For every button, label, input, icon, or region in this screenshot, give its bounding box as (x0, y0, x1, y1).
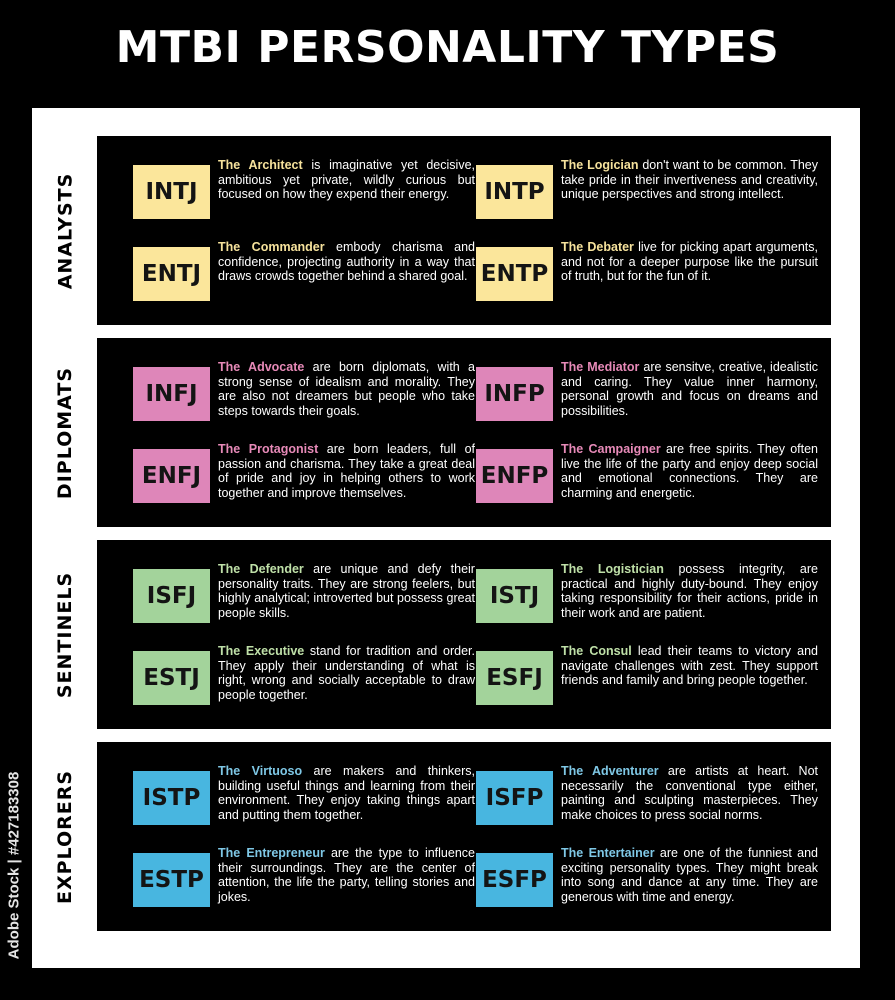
type-name: The Advocate (218, 360, 305, 374)
type-entry-entj: ENTJ The Commander embody charisma and co… (133, 240, 478, 310)
type-badge: INFP (476, 367, 553, 421)
type-description-text: live for picking apart arguments, and no… (561, 240, 819, 284)
type-entry-infp: INFP The Mediator are sensitve, creative,… (476, 360, 821, 430)
type-name: The Debater (561, 240, 634, 254)
type-description-text: are one of the funniest and exciting per… (561, 846, 818, 905)
type-entry-infj: INFJ The Advocate are born diplomats, wit… (133, 360, 478, 430)
type-badge: ISFJ (133, 569, 210, 623)
type-entry-intp: INTP The Logician don't want to be common… (476, 158, 821, 228)
watermark-text: Adobe Stock | #427183308 (5, 771, 23, 959)
type-entry-enfp: ENFP The Campaigner are free spirits. The… (476, 442, 821, 512)
type-description-text: are the type to influence their surround… (218, 846, 475, 905)
type-description: The Defender are unique and defy their p… (218, 562, 475, 621)
type-badge: ESFP (476, 853, 553, 907)
type-name: The Protagonist (218, 442, 319, 456)
type-badge: ENFJ (133, 449, 210, 503)
type-description-text: are artists at heart. Not necessarily th… (561, 764, 819, 823)
type-description-text: are sensitve, creative, idealistic and c… (561, 360, 818, 419)
watermark: Adobe Stock | #427183308 (4, 765, 24, 965)
type-description-text: are born leaders, full of passion and ch… (218, 442, 475, 501)
type-description: The Logician don't want to be common. Th… (561, 158, 818, 202)
type-name: The Architect (218, 158, 303, 172)
type-description: The Entertainer are one of the funniest … (561, 846, 818, 905)
type-name: The Entrepreneur (218, 846, 325, 860)
type-description: The Virtuoso are makers and thinkers, bu… (218, 764, 475, 823)
type-description: The Commander embody charisma and confid… (218, 240, 475, 284)
type-name: The Executive (218, 644, 305, 658)
type-badge: ENTJ (133, 247, 210, 301)
category-panel-analysts: INTJ The Architect is imaginative yet dec… (97, 136, 831, 325)
type-description-text: don't want to be common. They take pride… (561, 158, 818, 202)
type-entry-estj: ESTJ The Executive stand for tradition an… (133, 644, 478, 714)
type-badge: INTJ (133, 165, 210, 219)
type-description-text: are makers and thinkers, building useful… (218, 764, 475, 823)
type-description-text: stand for tradition and order. They appl… (218, 644, 475, 703)
type-description-text: lead their teams to victory and navigate… (561, 644, 818, 688)
type-description-text: are unique and defy their personality tr… (218, 562, 475, 621)
type-description-text: possess integrity, are practical and hig… (561, 562, 818, 621)
type-entry-enfj: ENFJ The Protagonist are born leaders, fu… (133, 442, 478, 512)
category-label-analysts: ANALYSTS (40, 136, 90, 325)
type-badge: ISTP (133, 771, 210, 825)
type-description: The Architect is imaginative yet decisiv… (218, 158, 475, 202)
type-description: The Campaigner are free spirits. They of… (561, 442, 818, 501)
category-label-text: EXPLORERS (54, 769, 76, 904)
type-entry-esfp: ESFP The Entertainer are one of the funni… (476, 846, 821, 916)
type-badge: ESTJ (133, 651, 210, 705)
type-name: The Entertainer (561, 846, 655, 860)
type-description-text: embody charisma and confidence, projecti… (218, 240, 475, 284)
type-entry-esfj: ESFJ The Consul lead their teams to victo… (476, 644, 821, 714)
type-entry-isfj: ISFJ The Defender are unique and defy the… (133, 562, 478, 632)
type-badge: ISFP (476, 771, 553, 825)
page-title: MTBI PERSONALITY TYPES (115, 22, 780, 73)
type-name: The Mediator (561, 360, 640, 374)
type-name: The Logistician (561, 562, 664, 576)
type-name: The Virtuoso (218, 764, 303, 778)
type-name: The Consul (561, 644, 632, 658)
type-badge: ESFJ (476, 651, 553, 705)
type-badge: INTP (476, 165, 553, 219)
category-label-text: SENTINELS (54, 571, 77, 698)
category-panel-sentinels: ISFJ The Defender are unique and defy the… (97, 540, 831, 729)
type-description: The Protagonist are born leaders, full o… (218, 442, 475, 501)
type-description-text: are born diplomats, with a strong sense … (218, 360, 475, 419)
type-name: The Logician (561, 158, 639, 172)
type-entry-istp: ISTP The Virtuoso are makers and thinkers… (133, 764, 478, 834)
type-entry-entp: ENTP The Debater live for picking apart a… (476, 240, 821, 310)
type-description: The Entrepreneur are the type to influen… (218, 846, 475, 905)
category-label-diplomats: DIPLOMATS (40, 338, 90, 527)
type-name: The Campaigner (561, 442, 661, 456)
type-entry-isfp: ISFP The Adventurer are artists at heart.… (476, 764, 821, 834)
type-badge: ENTP (476, 247, 553, 301)
type-name: The Adventurer (561, 764, 659, 778)
category-panel-explorers: ISTP The Virtuoso are makers and thinkers… (97, 742, 831, 931)
type-description: The Adventurer are artists at heart. Not… (561, 764, 818, 823)
category-label-explorers: EXPLORERS (40, 742, 90, 931)
type-badge: ISTJ (476, 569, 553, 623)
type-description: The Logistician possess integrity, are p… (561, 562, 818, 621)
type-description: The Consul lead their teams to victory a… (561, 644, 818, 688)
type-description: The Debater live for picking apart argum… (561, 240, 818, 284)
type-name: The Defender (218, 562, 304, 576)
category-panel-diplomats: INFJ The Advocate are born diplomats, wit… (97, 338, 831, 527)
type-description-text: is imaginative yet decisive, ambitious y… (218, 158, 475, 202)
type-badge: ENFP (476, 449, 553, 503)
type-name: The Commander (218, 240, 325, 254)
category-label-sentinels: SENTINELS (40, 540, 90, 729)
type-badge: INFJ (133, 367, 210, 421)
category-label-text: DIPLOMATS (54, 366, 77, 499)
type-entry-estp: ESTP The Entrepreneur are the type to inf… (133, 846, 478, 916)
type-description: The Executive stand for tradition and or… (218, 644, 475, 703)
type-description-text: are free spirits. They often live the li… (561, 442, 819, 501)
type-badge: ESTP (133, 853, 210, 907)
category-label-text: ANALYSTS (54, 172, 77, 289)
type-description: The Mediator are sensitve, creative, ide… (561, 360, 818, 419)
type-description: The Advocate are born diplomats, with a … (218, 360, 475, 419)
type-entry-intj: INTJ The Architect is imaginative yet dec… (133, 158, 478, 228)
type-entry-istj: ISTJ The Logistician possess integrity, a… (476, 562, 821, 632)
